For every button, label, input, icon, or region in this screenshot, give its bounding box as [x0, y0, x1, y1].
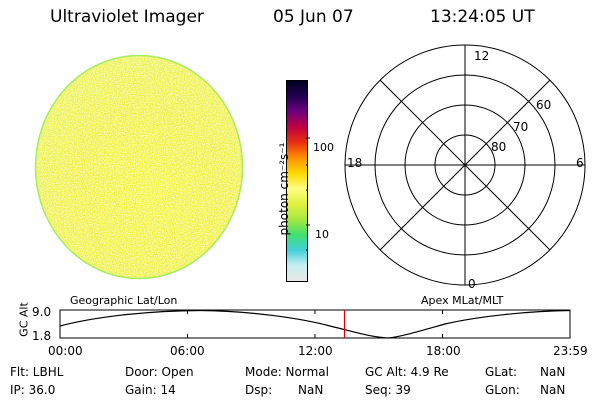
gc-alt-curve: [59, 309, 571, 339]
lat-label-80: 80: [491, 140, 507, 154]
time-tick-1200: 12:00: [298, 344, 333, 358]
door-label: Door: Open: [125, 365, 194, 379]
gain-label: Gain: 14: [125, 383, 176, 397]
window-title: Ultraviolet Imager: [50, 7, 204, 27]
time-tick-2359: 23:59: [553, 344, 588, 358]
time-tick-0000: 00:00: [48, 344, 83, 358]
date-label: 05 Jun 07: [273, 7, 354, 27]
glat-value: NaN: [540, 365, 566, 379]
mode-label: Mode: Normal: [245, 365, 329, 379]
glon-value: NaN: [540, 383, 566, 397]
colorbar-tick-100: 100: [313, 141, 334, 154]
glon-label: GLon:: [485, 383, 520, 397]
glat-label: GLat:: [485, 365, 518, 379]
colorbar: [286, 80, 308, 282]
ip-label: IP: 36.0: [10, 383, 56, 397]
timeline-ymax: 9.0: [32, 305, 52, 319]
dsp-value: NaN: [298, 383, 324, 397]
time-tick-0600: 06:00: [170, 344, 205, 358]
timeline-left-label: Geographic Lat/Lon: [70, 294, 178, 307]
gc-alt-label: GC Alt: 4.9 Re: [365, 365, 449, 379]
mlt-label-12: 12: [474, 49, 490, 63]
lat-label-70: 70: [513, 120, 529, 134]
colorbar-tick-10: 10: [315, 228, 329, 241]
mlt-label-0: 0: [468, 277, 476, 291]
lat-label-60: 60: [536, 98, 552, 112]
time-label: 13:24:05 UT: [430, 7, 535, 27]
timeline-right-label: Apex MLat/MLT: [421, 294, 504, 307]
time-tick-1800: 18:00: [426, 344, 461, 358]
dsp-label: Dsp:: [245, 383, 273, 397]
mlt-label-6: 6: [576, 156, 584, 170]
filter-label: Flt: LBHL: [10, 365, 64, 379]
seq-label: Seq: 39: [365, 383, 411, 397]
colorbar-ticks: [306, 111, 310, 251]
timeline-ymin: 1.8: [32, 329, 52, 343]
mlt-label-18: 18: [347, 156, 363, 170]
